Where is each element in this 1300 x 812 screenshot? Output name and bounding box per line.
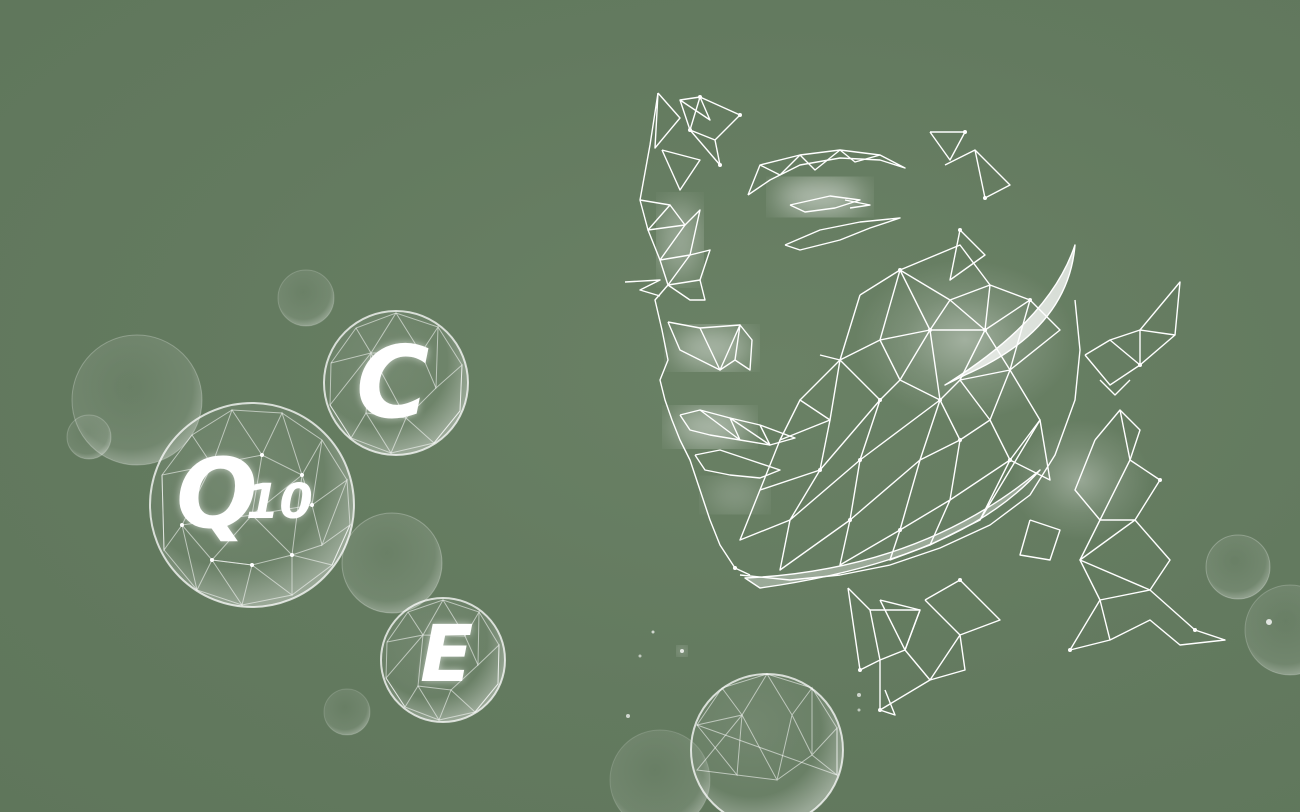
sphere-e [380, 597, 506, 723]
face-vertices [688, 95, 1197, 712]
sphere-bottom [690, 673, 844, 812]
vitamin-e-label: E [420, 610, 474, 700]
sparkles [626, 619, 1272, 718]
coenzyme-q-subscript: 10 [246, 474, 313, 530]
coenzyme-q-label: Q [176, 438, 258, 550]
sphere-c [323, 310, 469, 456]
vitamin-c-label: C [356, 324, 430, 441]
sphere-q10 [149, 402, 355, 608]
polygonal-wireframe-face-icon [624, 92, 1226, 716]
